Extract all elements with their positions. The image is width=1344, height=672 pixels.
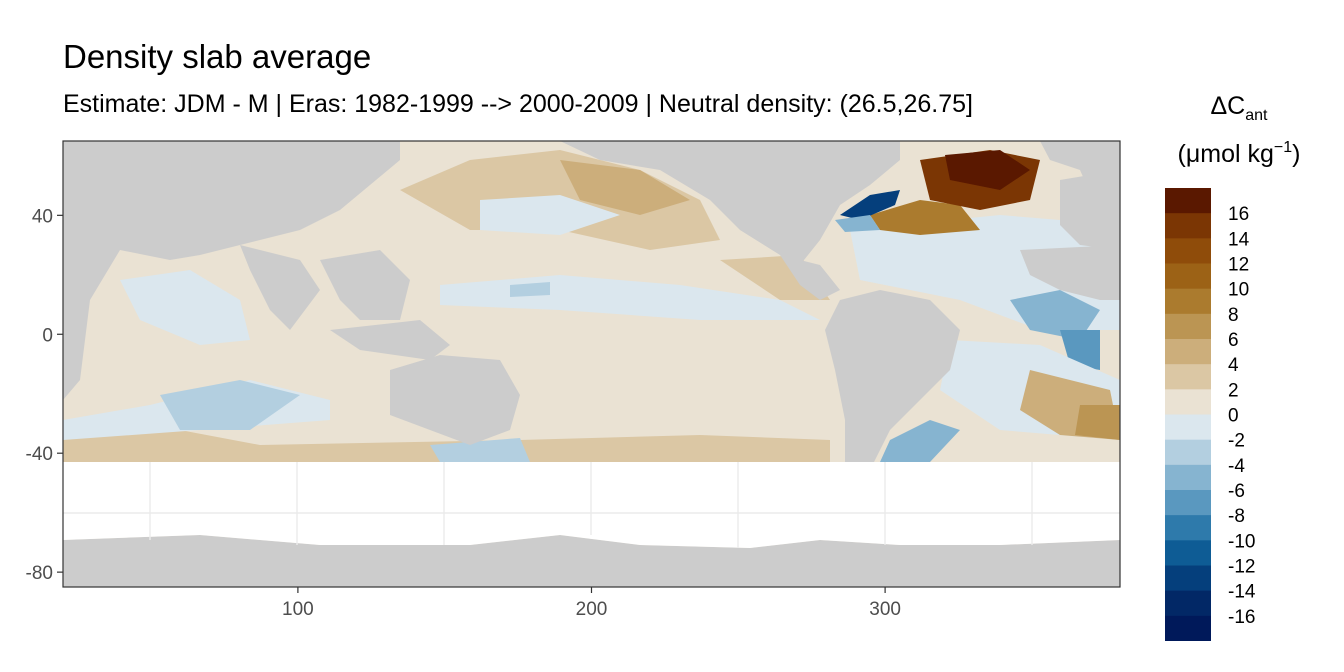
land-north-america — [560, 141, 900, 265]
legend-label: -16 — [1228, 607, 1255, 628]
region-south-pacific-blue — [430, 438, 530, 462]
legend-label: -4 — [1228, 456, 1245, 477]
y-tick-label: 40 — [32, 206, 53, 227]
legend-title-main: ΔC — [1210, 92, 1245, 120]
legend-swatch — [1165, 389, 1211, 415]
legend-label: 2 — [1228, 380, 1239, 401]
x-axis: 100 200 300 — [282, 587, 901, 620]
region-arabian — [120, 270, 250, 345]
legend-label: 16 — [1228, 204, 1249, 225]
region-subpolar-atlantic — [870, 200, 980, 235]
legend-label: 4 — [1228, 355, 1239, 376]
legend-label: 8 — [1228, 305, 1239, 326]
chart-title: Density slab average — [63, 38, 372, 75]
legend-swatch — [1165, 364, 1211, 390]
legend-swatch — [1165, 188, 1211, 214]
region-north-atlantic-peak-core — [945, 150, 1030, 190]
legend-unit-sup: −1 — [1274, 139, 1292, 156]
legend-swatch — [1165, 590, 1211, 617]
y-axis: 40 0 -40 -80 — [26, 206, 63, 584]
legend-swatch — [1165, 515, 1211, 541]
legend-label: 10 — [1228, 280, 1249, 301]
land-southeast-asia — [320, 250, 410, 320]
region-south-atlantic-brown — [1075, 405, 1120, 440]
land-south-america — [825, 290, 960, 490]
land-indonesia — [330, 320, 450, 360]
legend-label: 0 — [1228, 406, 1239, 427]
x-tick-label: 300 — [869, 599, 901, 620]
legend-swatch — [1165, 540, 1211, 566]
region-west-atlantic-boundary — [840, 190, 900, 220]
legend-label: -8 — [1228, 506, 1245, 527]
legend-label: -6 — [1228, 481, 1245, 502]
x-tick-label: 200 — [576, 599, 608, 620]
legend-swatch — [1165, 439, 1211, 466]
chart-subtitle: Estimate: JDM - M | Eras: 1982-1999 --> … — [63, 90, 973, 118]
legend-swatch — [1165, 490, 1211, 516]
region-indian-south-blue — [160, 380, 300, 430]
legend-label: 14 — [1228, 229, 1250, 250]
legend-title: ΔCant — [1210, 92, 1268, 124]
legend-swatch — [1165, 263, 1211, 290]
region-west-atlantic-light — [835, 215, 880, 232]
x-tick-label: 100 — [282, 599, 314, 620]
legend-bins: 16 14 12 10 8 6 4 2 0 -2 -4 -6 -8 -10 -12 -14 -16 — [1165, 188, 1256, 641]
land-india — [240, 245, 320, 330]
plot-panel — [63, 141, 1120, 587]
y-tick-label: -40 — [26, 444, 53, 465]
land-antarctica — [63, 535, 1120, 587]
y-tick-label: -80 — [26, 563, 53, 584]
legend-swatch — [1165, 238, 1211, 264]
legend-label: 12 — [1228, 255, 1249, 276]
legend-swatch — [1165, 213, 1211, 239]
legend-title-sub: ant — [1245, 107, 1268, 124]
land — [63, 141, 1120, 587]
gridlines — [63, 462, 1120, 548]
legend-label: -12 — [1228, 557, 1255, 578]
legend: ΔCant (μmol kg−1) 16 14 12 10 8 6 4 2 0 -2 -4 -6 -8 -… — [1165, 92, 1300, 641]
legend-unit-close: ) — [1292, 140, 1300, 168]
legend-swatch — [1165, 288, 1211, 315]
region-pacific-blue-spot — [510, 282, 550, 297]
region-pacific-blue-band — [480, 195, 620, 235]
land-africa-west — [1020, 245, 1120, 300]
region-atlantic-blue-east — [1010, 290, 1100, 340]
land-africa-east — [63, 141, 400, 400]
legend-swatch — [1165, 414, 1211, 441]
legend-swatch — [1165, 565, 1211, 592]
legend-swatch — [1165, 313, 1211, 340]
land-europe — [1060, 170, 1120, 250]
land-central-america — [780, 255, 840, 300]
legend-label: 6 — [1228, 330, 1239, 351]
legend-swatch — [1165, 339, 1211, 365]
region-north-pacific-core — [560, 160, 690, 215]
legend-swatch-bottom — [1165, 615, 1211, 641]
legend-swatch — [1165, 464, 1211, 491]
land-australia — [390, 355, 520, 445]
legend-label: -2 — [1228, 431, 1245, 452]
y-tick-label: 0 — [42, 325, 53, 346]
region-south-america-east-blue — [880, 420, 960, 462]
legend-label: -14 — [1228, 582, 1256, 603]
legend-label: -10 — [1228, 531, 1255, 552]
legend-unit-open: (μmol kg — [1178, 140, 1274, 168]
legend-unit: (μmol kg−1) — [1178, 139, 1301, 168]
